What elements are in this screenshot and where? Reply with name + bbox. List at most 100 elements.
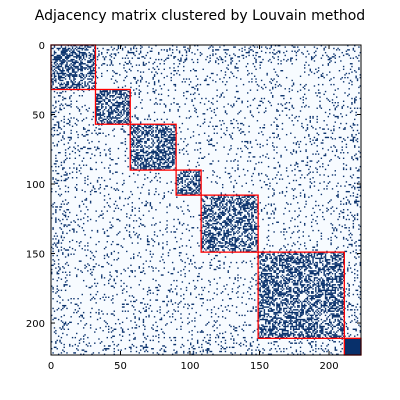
matrix-cell (338, 321, 342, 324)
matrix-cell (333, 254, 342, 257)
matrix-cell (198, 272, 200, 275)
matrix-cell (348, 243, 353, 246)
matrix-cell (299, 313, 304, 315)
matrix-cell (340, 311, 345, 314)
matrix-cell (224, 288, 227, 290)
matrix-cell (305, 61, 307, 64)
matrix-cell (209, 267, 211, 269)
matrix-cell (305, 310, 311, 312)
matrix-cell (62, 54, 65, 57)
matrix-cell (198, 188, 202, 190)
matrix-cell (220, 224, 222, 226)
matrix-cell (210, 138, 213, 140)
matrix-cell (106, 93, 110, 96)
matrix-cell (356, 140, 359, 143)
matrix-cell (173, 135, 175, 137)
matrix-cell (116, 81, 118, 83)
matrix-cell (305, 200, 307, 203)
matrix-cell (176, 292, 178, 294)
matrix-cell (67, 45, 70, 47)
matrix-cell (202, 289, 204, 292)
matrix-cell (276, 136, 278, 139)
matrix-cell (266, 211, 268, 214)
matrix-cell (237, 274, 239, 276)
matrix-cell (274, 282, 279, 285)
matrix-cell (51, 75, 53, 77)
matrix-cell (85, 164, 88, 166)
matrix-cell (334, 108, 336, 111)
matrix-cell (195, 267, 197, 269)
matrix-cell (288, 277, 291, 279)
matrix-cell (247, 70, 249, 72)
matrix-cell (269, 58, 271, 61)
matrix-cell (89, 182, 92, 185)
matrix-cell (167, 300, 170, 303)
matrix-cell (137, 125, 142, 128)
matrix-cell (287, 302, 289, 304)
matrix-cell (60, 222, 63, 225)
matrix-cell (320, 107, 323, 109)
matrix-cell (333, 128, 335, 130)
matrix-cell (249, 227, 253, 229)
matrix-cell (302, 259, 304, 261)
matrix-cell (94, 154, 96, 157)
matrix-cell (112, 129, 114, 132)
matrix-cell (178, 254, 181, 257)
matrix-cell (301, 304, 307, 307)
matrix-cell (117, 46, 120, 48)
matrix-cell (130, 70, 132, 72)
matrix-cell (216, 57, 218, 59)
matrix-cell (233, 213, 236, 215)
matrix-cell (148, 115, 150, 118)
matrix-cell (74, 249, 77, 251)
matrix-cell (285, 249, 288, 251)
matrix-cell (340, 203, 342, 205)
matrix-cell (113, 279, 115, 282)
matrix-cell (299, 309, 304, 311)
matrix-cell (206, 236, 209, 239)
matrix-cell (103, 108, 106, 111)
matrix-cell (315, 54, 317, 57)
matrix-cell (73, 117, 75, 119)
matrix-cell (185, 97, 188, 100)
matrix-cell (192, 68, 195, 71)
matrix-cell (127, 165, 129, 168)
matrix-cell (202, 261, 204, 264)
matrix-cell (215, 321, 217, 324)
matrix-cell (215, 149, 217, 151)
matrix-cell (63, 82, 65, 84)
matrix-cell (265, 254, 267, 257)
matrix-cell (170, 72, 172, 75)
matrix-cell (116, 114, 121, 116)
matrix-cell (352, 293, 355, 296)
matrix-cell (105, 102, 108, 104)
matrix-cell (342, 128, 346, 130)
matrix-cell (137, 57, 140, 59)
matrix-cell (128, 60, 131, 62)
matrix-cell (76, 85, 81, 87)
matrix-cell (265, 86, 267, 89)
matrix-cell (71, 71, 78, 73)
matrix-cell (263, 289, 266, 292)
matrix-cell (345, 72, 348, 75)
matrix-cell (295, 51, 298, 54)
matrix-cell (219, 78, 221, 80)
matrix-cell (221, 92, 224, 94)
matrix-cell (64, 171, 67, 173)
matrix-cell (315, 293, 317, 296)
matrix-cell (247, 234, 249, 236)
matrix-cell (273, 53, 277, 55)
matrix-cell (67, 254, 70, 257)
matrix-cell (348, 54, 350, 57)
matrix-cell (152, 253, 154, 255)
matrix-cell (260, 46, 263, 48)
matrix-cell (291, 170, 293, 172)
matrix-cell (266, 289, 271, 292)
matrix-cell (188, 50, 191, 52)
matrix-cell (324, 292, 327, 294)
matrix-cell (298, 236, 300, 239)
matrix-cell (309, 138, 311, 140)
matrix-cell (216, 215, 222, 218)
matrix-cell (117, 207, 120, 210)
matrix-cell (297, 274, 303, 276)
